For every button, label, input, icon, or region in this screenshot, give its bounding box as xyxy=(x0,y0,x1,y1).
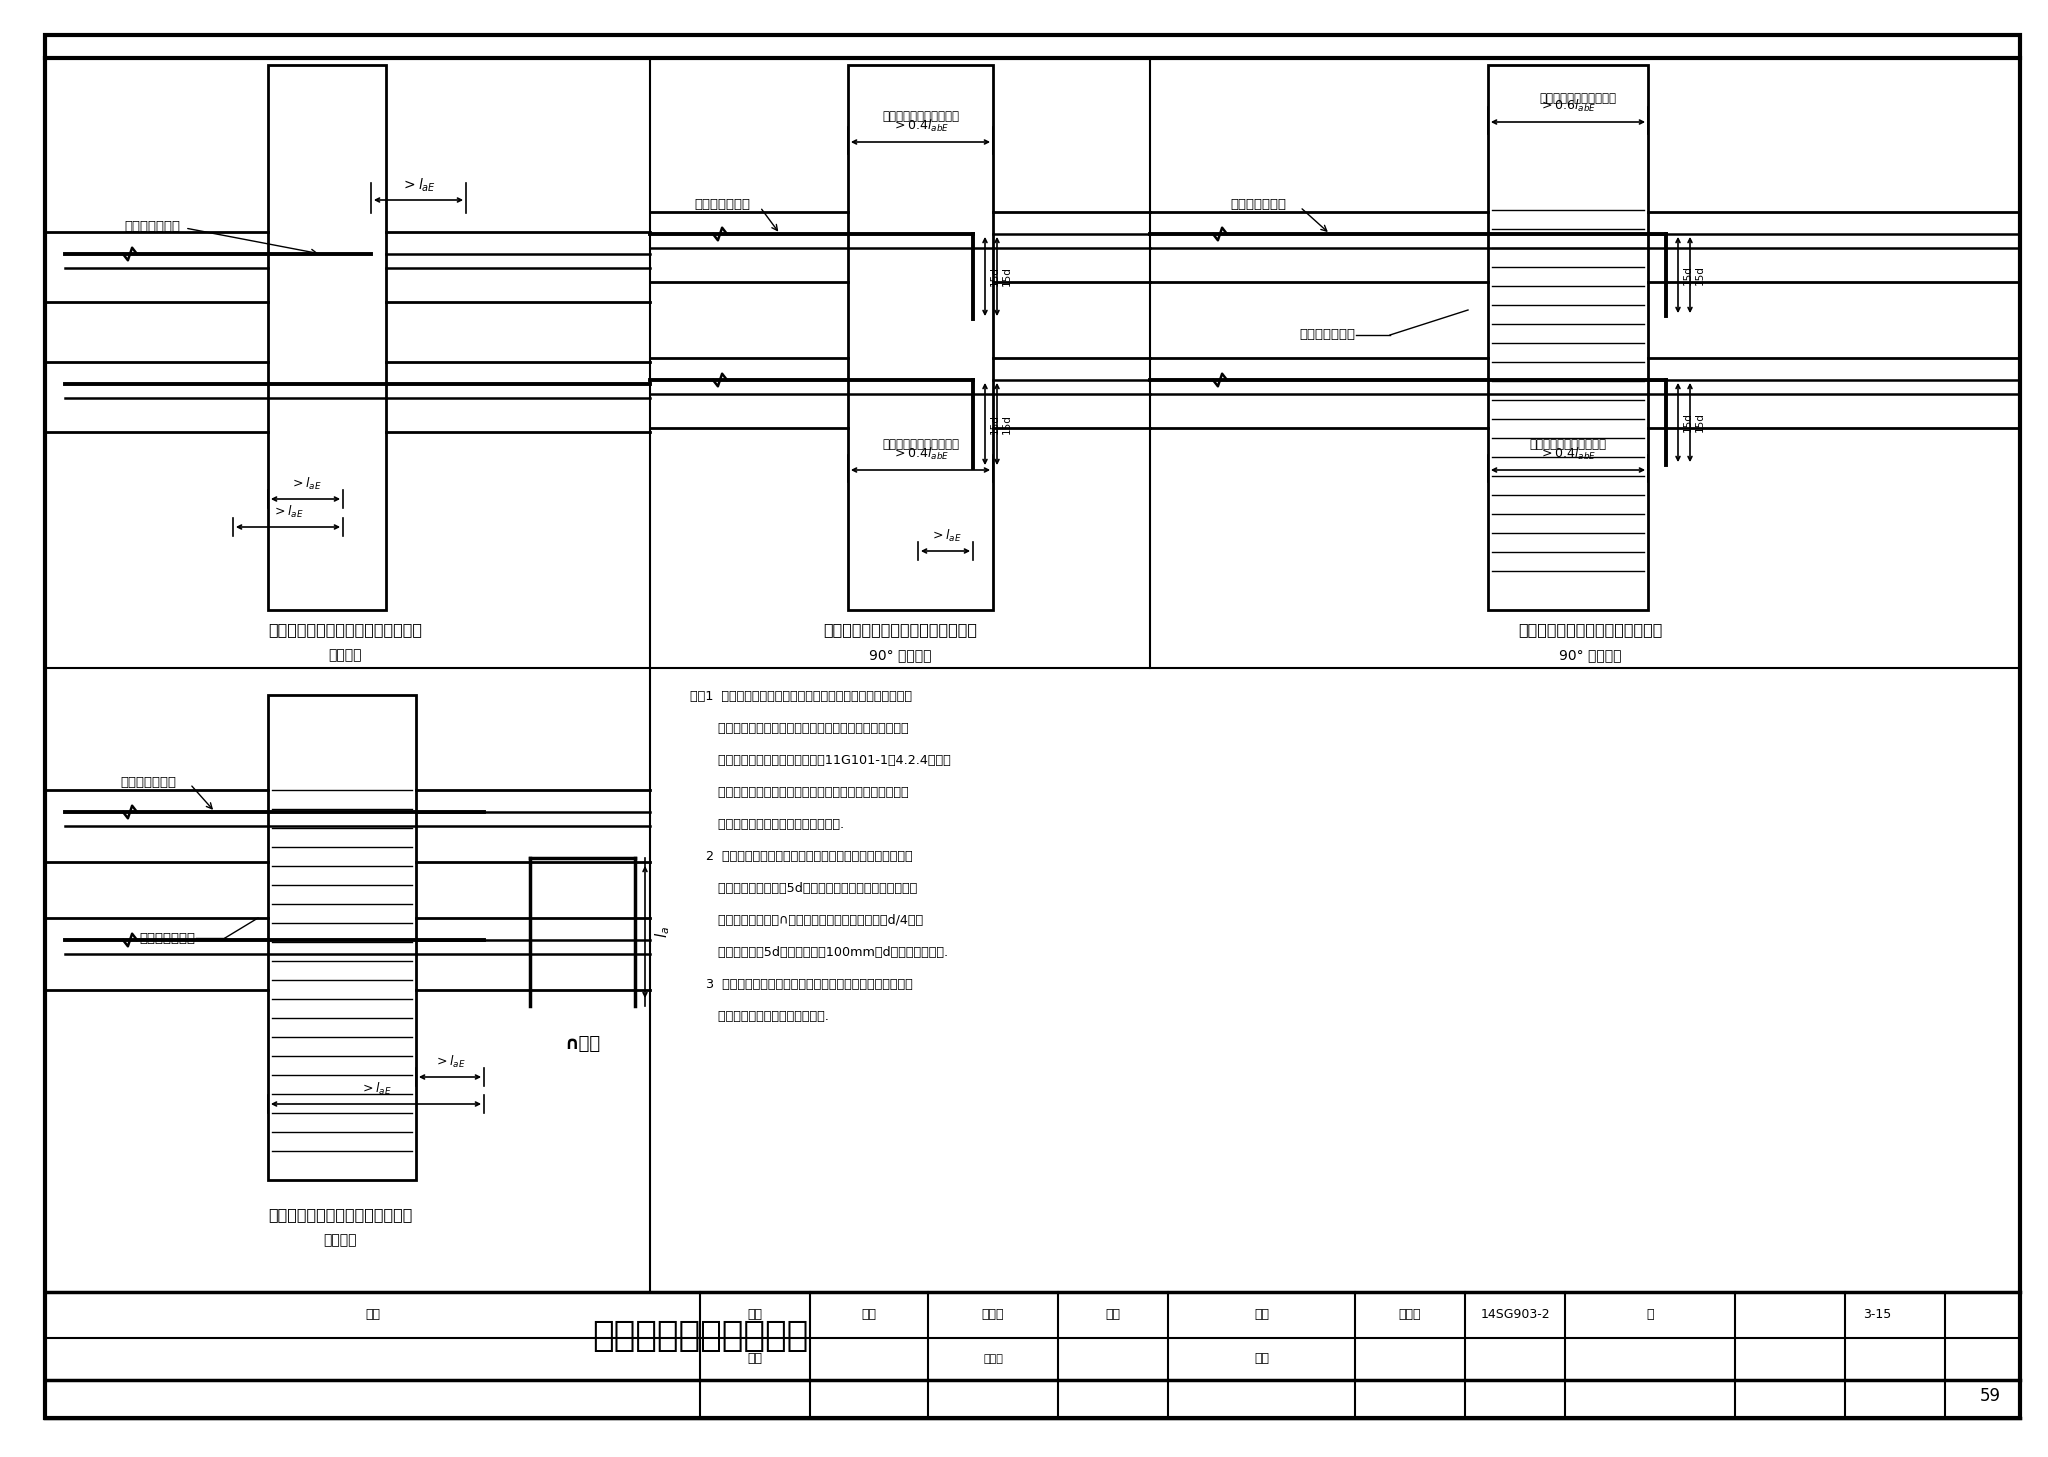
Text: 设计: 设计 xyxy=(1106,1308,1120,1321)
Text: 且伸至柱对边柱纵筋内侧: 且伸至柱对边柱纵筋内侧 xyxy=(883,439,958,452)
Text: $l_a$: $l_a$ xyxy=(653,927,672,938)
Text: 注：1  当框架梁相邻跨度差较大，相邻跨的梁截面高度不同，其: 注：1 当框架梁相邻跨度差较大，相邻跨的梁截面高度不同，其 xyxy=(690,691,911,702)
Text: 左跨多出的钢筋: 左跨多出的钢筋 xyxy=(694,198,750,211)
Text: 顶层框架梁中间节点构造图（二）: 顶层框架梁中间节点构造图（二） xyxy=(268,1208,412,1222)
Text: 且伸至柱对边柱纵筋内侧: 且伸至柱对边柱纵筋内侧 xyxy=(1530,439,1606,452)
Text: 免造成小跨梁端钢筋配筋率增大.: 免造成小跨梁端钢筋配筋率增大. xyxy=(690,1010,829,1023)
Text: $>l_{aE}$: $>l_{aE}$ xyxy=(272,504,303,520)
Text: 页: 页 xyxy=(1647,1308,1653,1321)
Text: $>0.4l_{abE}$: $>0.4l_{abE}$ xyxy=(893,446,948,462)
Text: 中间节点中锚固，其余钢筋贯通中柱.: 中间节点中锚固，其余钢筋贯通中柱. xyxy=(690,817,844,830)
Bar xyxy=(848,66,993,610)
Text: 中间层框架梁中间节点构造图（二）: 中间层框架梁中间节点构造图（二） xyxy=(823,622,977,638)
Text: 刘敏: 刘敏 xyxy=(748,1308,762,1321)
Text: ∩形箍: ∩形箍 xyxy=(565,1034,600,1053)
Text: $>0.4l_{abE}$: $>0.4l_{abE}$ xyxy=(893,118,948,134)
Text: 间距不应大于5d，且不应大于100mm，d为锚固钢筋直径.: 间距不应大于5d，且不应大于100mm，d为锚固钢筋直径. xyxy=(690,946,948,959)
Text: 15d: 15d xyxy=(989,414,999,434)
Text: $>l_{aE}$: $>l_{aE}$ xyxy=(289,476,322,492)
Text: 中间层框架梁中间节点构造图（一）: 中间层框架梁中间节点构造图（一） xyxy=(268,622,422,638)
Text: 左跨多出的钢筋: 左跨多出的钢筋 xyxy=(121,775,176,788)
Text: 2  顶层框架梁上部纵向钢筋在中间节点锚固时，钢筋在锚固: 2 顶层框架梁上部纵向钢筋在中间节点锚固时，钢筋在锚固 xyxy=(690,849,913,863)
Text: 程子悦: 程子悦 xyxy=(983,1354,1004,1364)
Text: $>l_{aE}$: $>l_{aE}$ xyxy=(360,1081,391,1097)
Text: 审核: 审核 xyxy=(365,1308,381,1321)
Text: $>l_{aE}$: $>l_{aE}$ xyxy=(434,1053,465,1069)
Bar xyxy=(268,66,385,610)
Text: 15d: 15d xyxy=(1683,412,1694,433)
Text: 3  未经设计同意不允许将大跨多出的钢筋延伸至小跨内，以: 3 未经设计同意不允许将大跨多出的钢筋延伸至小跨内，以 xyxy=(690,978,913,991)
Text: 且伸至柱对边柱纵筋内侧: 且伸至柱对边柱纵筋内侧 xyxy=(1540,92,1616,105)
Text: 59: 59 xyxy=(1980,1387,2001,1405)
Text: 15d: 15d xyxy=(1696,265,1706,286)
Text: 程子悦: 程子悦 xyxy=(981,1308,1004,1321)
Text: $>l_{aE}$: $>l_{aE}$ xyxy=(401,176,436,194)
Text: 中间支座两边上部纵向钢筋不同时（此时，在支座两边分: 中间支座两边上部纵向钢筋不同时（此时，在支座两边分 xyxy=(690,723,909,734)
Bar xyxy=(268,695,416,1180)
Text: $>0.4l_{abE}$: $>0.4l_{abE}$ xyxy=(1540,446,1597,462)
Text: $>0.6l_{abE}$: $>0.6l_{abE}$ xyxy=(1540,98,1597,114)
Text: 锚固区横向钢筋: 锚固区横向钢筋 xyxy=(1298,328,1356,341)
Text: 3-15: 3-15 xyxy=(1864,1308,1892,1321)
Text: 框架梁纵向钢筋的锚固: 框架梁纵向钢筋的锚固 xyxy=(592,1319,809,1354)
Text: 直线锚固: 直线锚固 xyxy=(324,1233,356,1247)
Text: 15d: 15d xyxy=(1001,414,1012,434)
Text: $>l_{aE}$: $>l_{aE}$ xyxy=(930,527,961,543)
Bar xyxy=(1489,66,1649,610)
Text: 李彤: 李彤 xyxy=(1253,1352,1270,1365)
Text: 李彤: 李彤 xyxy=(1253,1308,1270,1321)
Text: 区的保护层厚度小于5d时，应设置横向钢筋，横向钢筋宜: 区的保护层厚度小于5d时，应设置横向钢筋，横向钢筋宜 xyxy=(690,881,918,895)
Text: 90° 弯折锚固: 90° 弯折锚固 xyxy=(868,648,932,661)
Text: 直线锚固: 直线锚固 xyxy=(328,648,362,661)
Text: 别原位标注梁支座上部钢筋，见11G101-1第4.2.4条），: 别原位标注梁支座上部钢筋，见11G101-1第4.2.4条）， xyxy=(690,755,950,766)
Text: 且伸至柱对边柱纵筋内侧: 且伸至柱对边柱纵筋内侧 xyxy=(883,111,958,124)
Text: 14SG903-2: 14SG903-2 xyxy=(1481,1308,1550,1321)
Text: 15d: 15d xyxy=(1696,412,1706,433)
Text: 左跨多出的钢筋: 左跨多出的钢筋 xyxy=(1231,198,1286,211)
Text: 顶层框架梁中间节点构造图（一）: 顶层框架梁中间节点构造图（一） xyxy=(1518,622,1663,638)
Text: 15d: 15d xyxy=(989,267,999,287)
Text: 锚固区横向钢筋: 锚固区横向钢筋 xyxy=(139,931,195,944)
Text: 15d: 15d xyxy=(1683,265,1694,286)
Text: 刘划: 刘划 xyxy=(748,1352,762,1365)
Text: 校对: 校对 xyxy=(862,1308,877,1321)
Text: 左跨多出的钢筋: 左跨多出的钢筋 xyxy=(125,220,180,233)
Text: 图集号: 图集号 xyxy=(1399,1308,1421,1321)
Text: 90° 弯折锚固: 90° 弯折锚固 xyxy=(1559,648,1622,661)
Text: 两边支座钢筋宜采用相同直径，大跨梁端多出的钢筋可在: 两边支座钢筋宜采用相同直径，大跨梁端多出的钢筋可在 xyxy=(690,785,909,798)
Text: 15d: 15d xyxy=(1001,267,1012,287)
Text: 采用箍筋也可采用∩形筋。横向钢筋直径不应小于d/4，其: 采用箍筋也可采用∩形筋。横向钢筋直径不应小于d/4，其 xyxy=(690,914,924,927)
